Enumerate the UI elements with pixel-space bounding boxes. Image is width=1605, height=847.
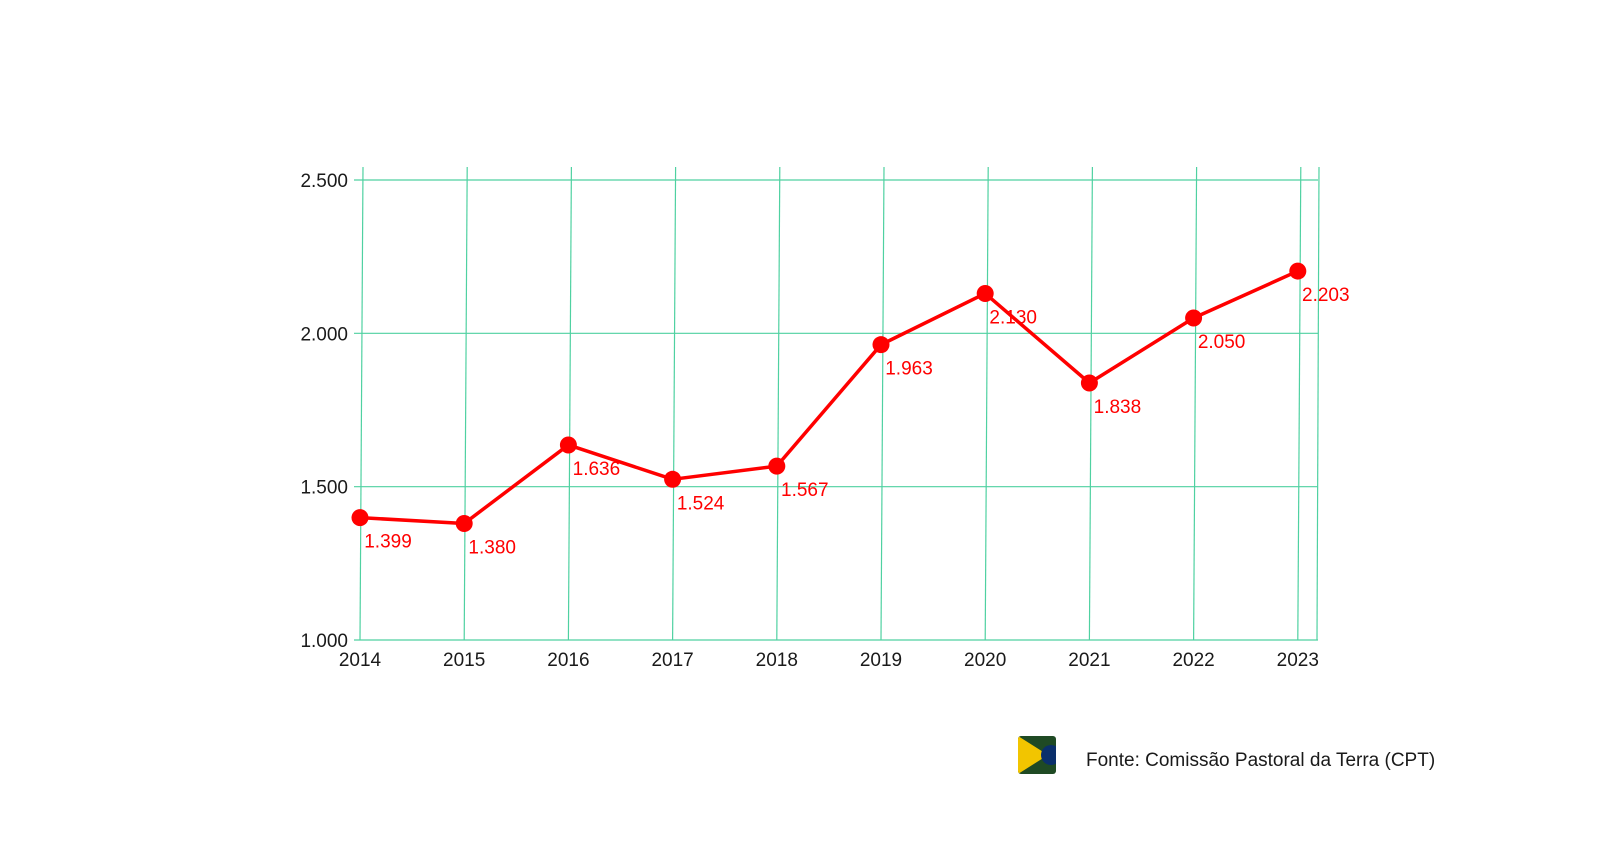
data-point <box>872 336 890 354</box>
x-gridline <box>1088 166 1094 641</box>
data-label: 2.203 <box>1302 285 1350 306</box>
x-gridline <box>567 166 573 641</box>
x-gridline <box>984 166 989 641</box>
x-axis-ticks: 2014 2015 2016 2017 2018 2019 2020 2021 2022 2023 <box>339 650 1319 671</box>
x-gridline <box>1316 166 1320 641</box>
y-axis-ticks: 1.000 1.500 2.000 2.500 <box>300 171 348 652</box>
data-point <box>559 436 577 454</box>
data-label: 1.399 <box>364 532 412 553</box>
data-label: 1.963 <box>885 359 933 380</box>
data-point <box>1185 309 1203 327</box>
x-gridline <box>776 166 781 641</box>
x-gridline <box>880 166 885 641</box>
data-label: 1.838 <box>1094 397 1142 418</box>
data-point <box>1080 374 1098 392</box>
data-point <box>664 470 682 488</box>
data-labels: 1.399 1.380 1.636 1.524 1.567 1.963 2.130 1.838… <box>364 285 1349 558</box>
series-line <box>358 269 1300 526</box>
y-tick-label: 2.500 <box>300 171 348 192</box>
chart-footer: Fonte: Comissão Pastoral da Terra (CPT) <box>1018 736 1435 774</box>
x-tick-label: 2022 <box>1172 650 1214 671</box>
brazil-flag-icon <box>1018 736 1056 774</box>
data-point <box>351 509 369 527</box>
x-tick-label: 2023 <box>1277 650 1319 671</box>
x-tick-label: 2014 <box>339 650 382 671</box>
data-point <box>1289 262 1307 280</box>
data-label: 2.130 <box>989 307 1037 328</box>
grid <box>354 166 1320 641</box>
x-tick-label: 2015 <box>443 650 485 671</box>
source-text: Fonte: Comissão Pastoral da Terra (CPT) <box>1086 750 1436 771</box>
x-tick-label: 2019 <box>860 650 902 671</box>
x-gridline <box>463 166 468 641</box>
y-tick-label: 1.500 <box>300 478 348 499</box>
data-point <box>768 457 786 475</box>
data-label: 1.567 <box>781 480 829 501</box>
data-point <box>976 284 994 302</box>
x-tick-label: 2018 <box>756 650 798 671</box>
data-point <box>455 514 473 532</box>
data-label: 1.636 <box>573 459 621 480</box>
x-tick-label: 2016 <box>547 650 589 671</box>
data-label: 2.050 <box>1198 332 1246 353</box>
x-gridline <box>1297 166 1302 641</box>
x-tick-label: 2021 <box>1068 650 1110 671</box>
data-label: 1.380 <box>468 537 516 558</box>
x-gridline <box>1192 166 1198 641</box>
data-label: 1.524 <box>677 493 725 514</box>
x-tick-label: 2020 <box>964 650 1006 671</box>
x-tick-label: 2017 <box>651 650 693 671</box>
series-layer <box>351 262 1307 532</box>
x-gridline <box>671 166 677 641</box>
y-tick-label: 1.000 <box>300 631 348 652</box>
y-tick-label: 2.000 <box>300 324 348 345</box>
x-gridline <box>359 166 364 641</box>
